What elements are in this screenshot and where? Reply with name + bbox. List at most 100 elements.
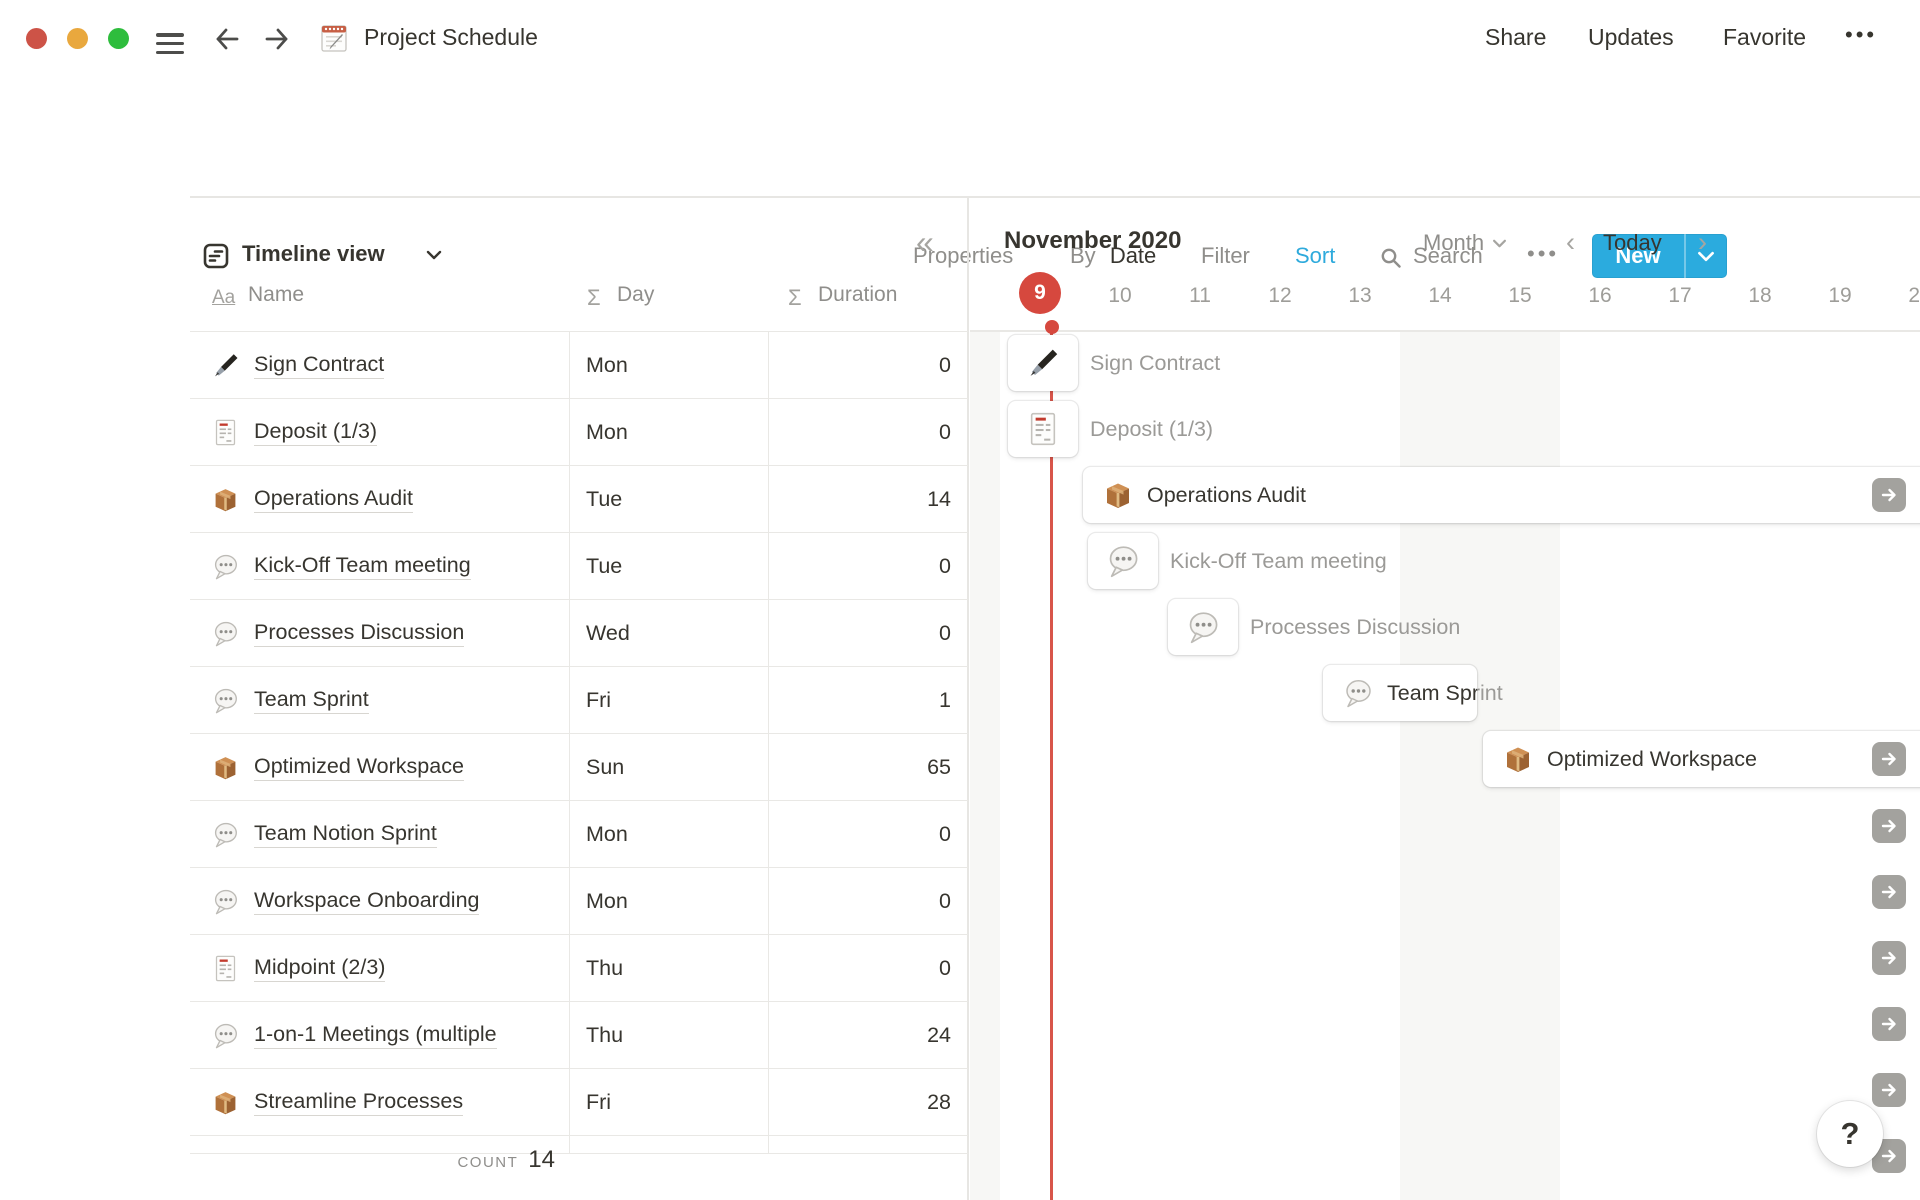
day-cell[interactable]: Thu <box>569 1002 768 1068</box>
row-title[interactable]: Midpoint (2/3) <box>254 955 386 982</box>
table-row[interactable]: Workspace Onboarding Mon 0 <box>190 868 968 935</box>
timeline-item-processes[interactable] <box>1168 599 1238 655</box>
table-row[interactable]: Team Notion Sprint Mon 0 <box>190 801 968 868</box>
row-title[interactable]: Team Sprint <box>254 687 369 714</box>
duration-cell[interactable]: 24 <box>768 1002 968 1068</box>
row-title[interactable]: Processes Discussion <box>254 620 465 647</box>
duration-cell[interactable]: 65 <box>768 734 968 800</box>
row-title[interactable]: Operations Audit <box>254 486 413 513</box>
back-icon[interactable] <box>212 24 242 54</box>
table-row[interactable]: Optimized Workspace Sun 65 <box>190 734 968 801</box>
name-cell[interactable]: Optimized Workspace <box>190 734 569 800</box>
table-row[interactable]: Kick-Off Team meeting Tue 0 <box>190 533 968 600</box>
name-cell[interactable]: Streamline Processes <box>190 1069 569 1135</box>
duration-cell[interactable]: 0 <box>768 868 968 934</box>
day-cell[interactable]: Fri <box>569 1069 768 1135</box>
sidebar-menu-icon[interactable] <box>156 28 184 59</box>
timeline-item-sign-contract[interactable] <box>1008 335 1078 391</box>
day-cell[interactable]: Wed <box>569 600 768 666</box>
day-cell[interactable]: Mon <box>569 868 768 934</box>
duration-cell[interactable]: 0 <box>768 935 968 1001</box>
collapse-table-icon[interactable]: « <box>916 224 934 260</box>
name-cell[interactable]: Deposit (1/3) <box>190 399 569 465</box>
zoom-window-button[interactable] <box>108 28 129 49</box>
filter-button[interactable]: Filter <box>1201 243 1250 268</box>
jump-to-offscreen-bar-icon[interactable] <box>1872 941 1906 975</box>
row-title[interactable]: Deposit (1/3) <box>254 419 378 446</box>
day-cell[interactable]: Mon <box>569 801 768 867</box>
row-title[interactable]: Sign Contract <box>254 352 385 379</box>
duration-cell[interactable]: 1 <box>768 667 968 733</box>
name-cell[interactable]: Operations Audit <box>190 466 569 532</box>
search-button[interactable]: Search <box>1413 243 1483 268</box>
day-cell[interactable]: Tue <box>569 533 768 599</box>
timeline-bar-optimized-workspace[interactable]: Optimized Workspace <box>1483 731 1920 787</box>
duration-cell[interactable]: 0 <box>768 399 968 465</box>
table-row[interactable]: Sign Contract Mon 0 <box>190 332 968 399</box>
close-window-button[interactable] <box>26 28 47 49</box>
table-row[interactable]: Processes Discussion Wed 0 <box>190 600 968 667</box>
name-cell[interactable]: Processes Discussion <box>190 600 569 666</box>
day-cell[interactable]: Sun <box>569 734 768 800</box>
timeline-today-button[interactable]: Today <box>1603 230 1662 255</box>
page-title[interactable]: Project Schedule <box>364 24 538 50</box>
minimize-window-button[interactable] <box>67 28 88 49</box>
row-title[interactable]: Team Notion Sprint <box>254 821 437 848</box>
table-row[interactable]: 1-on-1 Meetings (multiple Thu 24 <box>190 1002 968 1069</box>
timeline-item-kickoff[interactable] <box>1088 533 1158 589</box>
jump-to-offscreen-bar-icon[interactable] <box>1872 809 1906 843</box>
timeline-bar-operations-audit[interactable]: Operations Audit <box>1083 467 1920 523</box>
more-options-icon[interactable]: ••• <box>1845 22 1878 47</box>
day-cell[interactable]: Thu <box>569 935 768 1001</box>
duration-cell[interactable]: 0 <box>768 801 968 867</box>
duration-cell[interactable]: 0 <box>768 332 968 398</box>
timeline-bar-team-sprint[interactable]: Team Sprint <box>1323 665 1477 721</box>
jump-to-bar-end-icon[interactable] <box>1872 742 1906 776</box>
jump-to-offscreen-bar-icon[interactable] <box>1872 1073 1906 1107</box>
duration-cell[interactable]: 0 <box>768 600 968 666</box>
name-cell[interactable]: Team Notion Sprint <box>190 801 569 867</box>
new-button[interactable]: New <box>1592 234 1727 278</box>
view-more-icon[interactable]: ••• <box>1527 241 1560 266</box>
table-row[interactable]: Team Sprint Fri 1 <box>190 667 968 734</box>
timeline-scale-select[interactable]: Month <box>1423 230 1507 256</box>
group-by-button[interactable]: By Date <box>1070 243 1156 269</box>
name-cell[interactable]: Midpoint (2/3) <box>190 935 569 1001</box>
column-header-name[interactable]: Name <box>248 283 305 306</box>
help-button[interactable]: ? <box>1817 1101 1883 1167</box>
name-cell[interactable]: Team Sprint <box>190 667 569 733</box>
updates-button[interactable]: Updates <box>1588 24 1674 50</box>
day-cell[interactable]: Mon <box>569 399 768 465</box>
column-header-duration[interactable]: Duration <box>818 283 898 306</box>
name-cell[interactable]: 1-on-1 Meetings (multiple <box>190 1002 569 1068</box>
row-title[interactable]: Streamline Processes <box>254 1089 464 1116</box>
table-row[interactable]: Operations Audit Tue 14 <box>190 466 968 533</box>
duration-cell[interactable]: 14 <box>768 466 968 532</box>
day-cell[interactable]: Tue <box>569 466 768 532</box>
column-header-day[interactable]: Day <box>617 283 655 306</box>
timeline-item-deposit[interactable] <box>1008 401 1078 457</box>
timeline-prev-icon[interactable]: ‹ <box>1566 227 1575 257</box>
chevron-down-icon[interactable] <box>426 250 442 260</box>
day-cell[interactable]: Fri <box>569 667 768 733</box>
row-title[interactable]: Optimized Workspace <box>254 754 464 781</box>
duration-cell[interactable]: 0 <box>768 533 968 599</box>
properties-button[interactable]: Properties <box>913 243 1014 268</box>
name-cell[interactable]: Kick-Off Team meeting <box>190 533 569 599</box>
row-title[interactable]: 1-on-1 Meetings (multiple <box>254 1022 497 1049</box>
table-footer[interactable]: COUNT 14 <box>190 1146 555 1174</box>
view-switcher[interactable]: Timeline view <box>242 241 385 266</box>
favorite-button[interactable]: Favorite <box>1723 24 1807 50</box>
day-cell[interactable]: Mon <box>569 332 768 398</box>
row-title[interactable]: Workspace Onboarding <box>254 888 480 915</box>
name-cell[interactable]: Workspace Onboarding <box>190 868 569 934</box>
duration-cell[interactable]: 28 <box>768 1069 968 1135</box>
share-button[interactable]: Share <box>1485 24 1547 50</box>
jump-to-bar-end-icon[interactable] <box>1872 478 1906 512</box>
timeline-next-icon[interactable]: › <box>1698 227 1707 257</box>
table-row[interactable]: Deposit (1/3) Mon 0 <box>190 399 968 466</box>
jump-to-offscreen-bar-icon[interactable] <box>1872 875 1906 909</box>
jump-to-offscreen-bar-icon[interactable] <box>1872 1007 1906 1041</box>
forward-icon[interactable] <box>262 24 292 54</box>
name-cell[interactable]: Sign Contract <box>190 332 569 398</box>
